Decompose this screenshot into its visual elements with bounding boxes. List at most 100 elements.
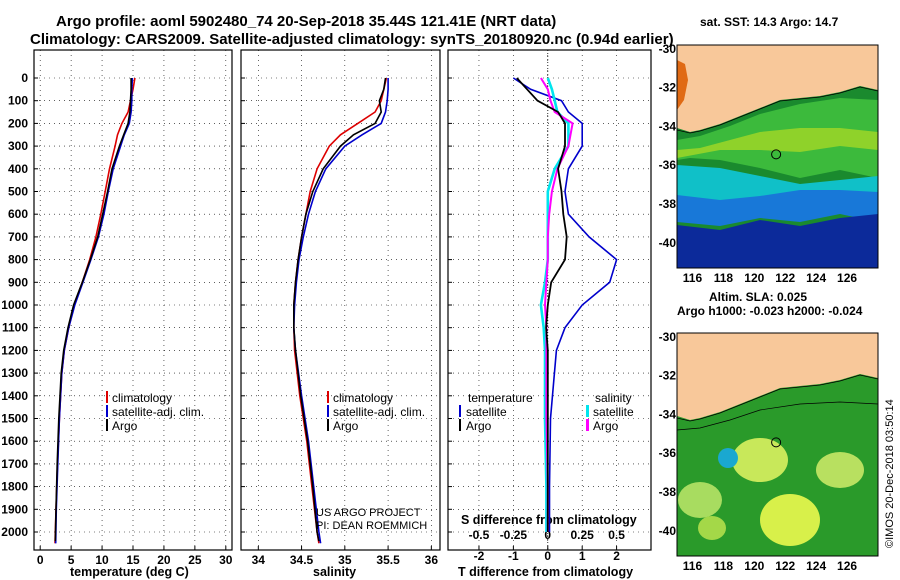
difference-panel xyxy=(447,49,652,551)
imos-watermark: ©IMOS 20-Dec-2018 03:50:14 xyxy=(884,399,896,548)
depth-axis: 0 100 200 300 400 500 600 700 800 900 10… xyxy=(1,71,28,539)
temp-tick-label: 5 xyxy=(68,553,75,567)
sst-hot-patch xyxy=(677,60,688,110)
sla-high-anomaly xyxy=(760,494,820,546)
coastline xyxy=(677,374,878,422)
legend-label: Argo xyxy=(112,419,138,433)
sst-coastal-band xyxy=(677,128,878,158)
legend-heading-salinity: salinity xyxy=(595,391,632,405)
depth-tick-label: 1400 xyxy=(1,389,28,403)
sal-tick-label: 35.5 xyxy=(376,553,400,567)
lon-tick-label: 116 xyxy=(683,559,703,573)
lat-tick-label: -36 xyxy=(659,446,677,460)
pi-credit: PI: DEAN ROEMMICH xyxy=(316,520,427,532)
depth-tick-label: 0 xyxy=(21,71,28,85)
argo-location-marker xyxy=(771,149,782,160)
lon-tick-label: 124 xyxy=(806,559,826,573)
temp-tick-label: 20 xyxy=(157,553,171,567)
temperature-satellite-diff-line xyxy=(512,77,618,532)
lat-tick-label: -30 xyxy=(659,330,677,344)
temp-tick-label: 15 xyxy=(126,553,140,567)
lat-tick-label: -32 xyxy=(659,81,677,95)
argo-location-marker xyxy=(771,437,782,448)
lon-tick-label: 126 xyxy=(837,559,857,573)
legend-swatch-s-argo xyxy=(586,419,589,431)
legend-label: satellite xyxy=(593,405,634,419)
temp-tick-label: 30 xyxy=(219,553,233,567)
s-diff-x-ticks: -0.5 -0.25 0 0.25 0.5 xyxy=(469,528,626,542)
satellite-temperature-line xyxy=(54,77,134,544)
land-australia xyxy=(677,333,878,420)
lat-tick-label: -40 xyxy=(659,524,677,538)
depth-tick-label: 1100 xyxy=(2,321,28,335)
salinity-x-ticks: 34 34.5 35 35.5 36 xyxy=(252,553,439,567)
sla-panel-title: Altim. SLA: 0.025 xyxy=(709,290,807,304)
sst-map-axes: -30 -32 -34 -36 -38 -40 116 118 120 122 … xyxy=(659,42,858,285)
legend-swatch-satellite xyxy=(106,405,108,417)
sal-tick-label: 35 xyxy=(338,553,352,567)
argo-salinity-line xyxy=(292,77,387,542)
depth-tick-label: 400 xyxy=(8,162,28,176)
salinity-panel xyxy=(240,49,441,551)
sla-low-anomaly xyxy=(718,448,738,468)
difference-lines xyxy=(512,50,618,550)
sdiff-tick-label: -0.25 xyxy=(500,528,528,542)
legend-label: climatology xyxy=(333,391,393,405)
lon-tick-label: 120 xyxy=(744,559,764,573)
depth-tick-label: 1700 xyxy=(1,457,28,471)
depth-tick-label: 900 xyxy=(8,275,28,289)
sla-high-anomaly xyxy=(732,438,788,482)
tdiff-tick-label: 0 xyxy=(544,549,551,563)
sdiff-tick-label: 0.25 xyxy=(571,528,595,542)
sla-high-anomaly xyxy=(816,452,864,488)
axis-ticks xyxy=(34,77,618,550)
lat-tick-label: -34 xyxy=(659,407,677,421)
temperature-legend: climatology satellite-adj. clim. Argo xyxy=(106,391,204,433)
difference-legend: temperature satellite Argo salinity sate… xyxy=(459,391,634,433)
legend-swatch-s-satellite xyxy=(586,405,589,417)
lat-tick-label: -40 xyxy=(659,236,677,250)
sla-panel-subtitle: Argo h1000: -0.023 h2000: -0.024 xyxy=(677,304,863,318)
legend-label: climatology xyxy=(112,391,172,405)
land-australia xyxy=(677,45,878,132)
sdiff-tick-label: 0.5 xyxy=(608,528,625,542)
lat-tick-label: -36 xyxy=(659,158,677,172)
temp-tick-label: 10 xyxy=(95,553,109,567)
depth-tick-label: 100 xyxy=(8,94,28,108)
sal-tick-label: 36 xyxy=(425,553,439,567)
figure-title-line1: Argo profile: aoml 5902480_74 20-Sep-201… xyxy=(56,13,556,30)
sal-tick-label: 34 xyxy=(252,553,266,567)
sdiff-tick-label: 0 xyxy=(544,528,551,542)
lon-tick-label: 118 xyxy=(714,559,734,573)
temperature-lines xyxy=(54,77,136,544)
sst-blue-band xyxy=(677,190,878,226)
legend-label: Argo xyxy=(333,419,359,433)
depth-contour xyxy=(677,401,878,431)
depth-tick-label: 800 xyxy=(8,253,28,267)
lon-tick-label: 120 xyxy=(744,271,764,285)
satellite-salinity-line xyxy=(292,78,389,544)
sla-map-frame xyxy=(676,332,879,557)
legend-label: Argo xyxy=(466,419,492,433)
legend-label: satellite-adj. clim. xyxy=(112,405,204,419)
depth-tick-label: 1800 xyxy=(1,480,28,494)
legend-swatch-satellite xyxy=(327,405,329,417)
tdiff-tick-label: -2 xyxy=(474,549,485,563)
temperature-axis-label: temperature (deg C) xyxy=(70,565,189,579)
dotted-grid xyxy=(34,50,651,550)
depth-tick-label: 700 xyxy=(8,230,28,244)
salinity-lines xyxy=(292,77,389,544)
sdiff-tick-label: -0.5 xyxy=(469,528,490,542)
legend-swatch-t-satellite xyxy=(459,405,461,417)
depth-tick-label: 1600 xyxy=(1,434,28,448)
lat-tick-label: -38 xyxy=(659,485,677,499)
legend-label: satellite-adj. clim. xyxy=(333,405,425,419)
depth-tick-label: 200 xyxy=(8,116,28,130)
figure-title-line2: Climatology: CARS2009. Satellite-adjuste… xyxy=(30,31,674,48)
sst-panel-title: sat. SST: 14.3 Argo: 14.7 xyxy=(700,15,839,29)
sst-map-frame xyxy=(676,44,879,269)
project-credit: US ARGO PROJECT xyxy=(316,507,421,519)
legend-swatch-climatology xyxy=(106,391,108,403)
tdiff-tick-label: 2 xyxy=(613,549,620,563)
